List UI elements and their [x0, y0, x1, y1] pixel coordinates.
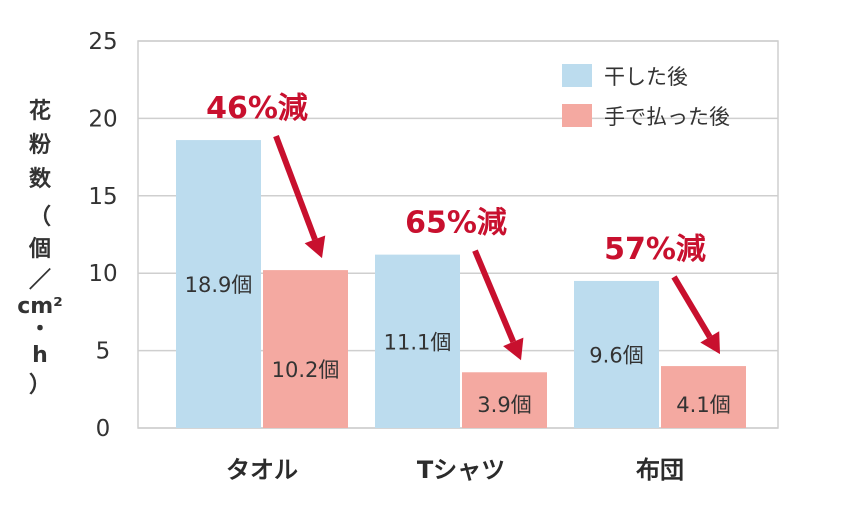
bars	[176, 140, 746, 428]
reduction-annotations: 46%減 65%減 57%減	[206, 91, 706, 267]
reduction-arrows	[273, 135, 720, 361]
y-tick-label: 25	[88, 29, 117, 55]
y-label-char: 花	[29, 98, 51, 124]
arrow-head	[503, 337, 524, 361]
value-labels: 18.9個 10.2個 11.1個 3.9個 9.6個 4.1個	[185, 273, 731, 417]
arrow-shaft	[273, 135, 318, 241]
value-label: 18.9個	[185, 273, 253, 297]
y-tick-label: 5	[96, 339, 111, 365]
y-label-char: cm²	[17, 294, 63, 319]
reduction-annotation: 46%減	[206, 91, 308, 126]
x-axis-categories: タオル Tシャツ 布団	[226, 456, 684, 484]
value-label: 9.6個	[589, 343, 643, 367]
y-label-char: ・	[29, 317, 51, 342]
bar	[263, 270, 348, 428]
bar	[375, 254, 460, 428]
y-tick-label: 0	[96, 416, 111, 442]
reduction-annotation: 65%減	[405, 206, 507, 241]
value-label: 4.1個	[676, 393, 730, 417]
x-category-label: Tシャツ	[417, 456, 505, 484]
arrow-shaft	[472, 249, 517, 343]
value-label: 11.1個	[384, 330, 452, 354]
arrow-head	[304, 235, 326, 259]
arrow-shaft	[671, 275, 713, 339]
legend-swatch	[562, 104, 592, 127]
y-tick-label: 20	[88, 106, 117, 132]
value-label: 3.9個	[477, 393, 531, 417]
x-category-label: 布団	[636, 456, 684, 484]
y-label-char: h	[32, 343, 48, 368]
y-tick-label: 10	[88, 261, 117, 287]
reduction-annotation: 57%減	[604, 232, 706, 267]
y-axis-label: 花粉数 （ 個 ／cm²・h ）	[17, 98, 63, 398]
bar	[661, 366, 746, 428]
legend-label: 干した後	[604, 65, 688, 89]
y-label-char: 粉	[29, 133, 51, 158]
bar	[574, 280, 659, 428]
y-label-char: ）	[29, 373, 51, 398]
bar	[176, 140, 261, 428]
arrow-head	[700, 331, 720, 355]
value-label: 10.2個	[272, 358, 340, 382]
legend-swatch	[562, 64, 592, 87]
y-tick-label: 15	[88, 184, 117, 210]
y-label-char: 数	[29, 166, 52, 192]
bar	[462, 372, 547, 428]
y-label-char: （	[29, 205, 51, 230]
x-category-label: タオル	[226, 456, 298, 484]
y-label-char: ／	[29, 268, 51, 293]
y-axis-ticks: 0 5 10 15 20 25	[88, 29, 117, 442]
legend-label: 手で払った後	[604, 105, 730, 129]
y-label-char: 個	[28, 237, 51, 262]
